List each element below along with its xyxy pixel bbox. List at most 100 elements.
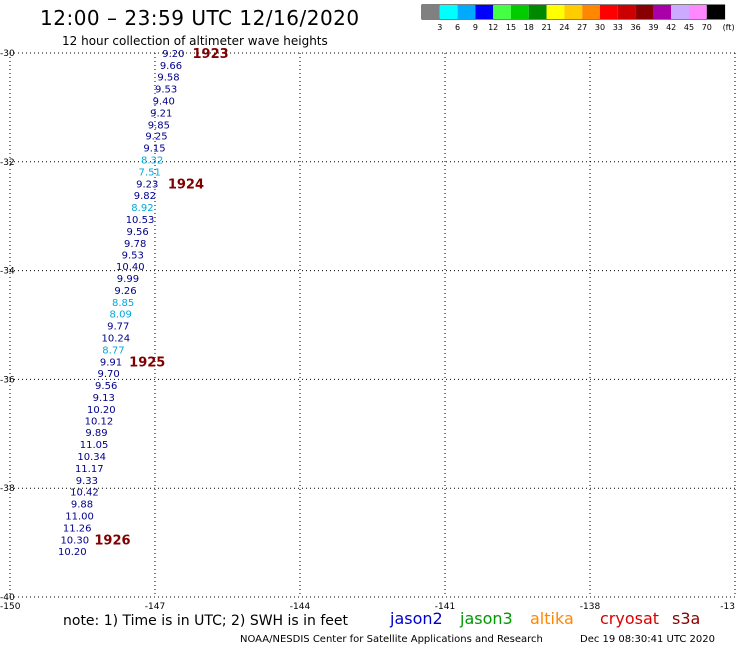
legend-swatch [706,5,725,19]
wave-height-label: 9.15 [143,144,165,155]
color-legend: 3 6 9 12 15 18 21 24 27 30 33 36 39 42 45 70 (ft) [421,4,735,32]
y-tick-label: -36 [0,375,15,385]
wave-height-label: 11.26 [63,523,92,534]
wave-height-label: 10.42 [70,487,99,498]
wave-height-label: 9.26 [114,286,136,297]
chart-title: 12:00 – 23:59 UTC 12/16/2020 [40,6,360,30]
legend-label: 24 [559,23,569,32]
wave-height-label: 9.99 [117,274,139,285]
legend-swatch [617,5,636,19]
legend-swatch [528,5,547,19]
legend-swatch [671,5,689,19]
axis-ticks: -150 -147 -144 -141 -138 -13 -30 -32 -34 -36 -38 -4… [0,49,735,612]
wave-height-label: 8.32 [141,156,163,167]
legend-swatch [653,5,672,19]
x-tick-label: -141 [435,602,455,612]
legend-label: 15 [506,23,516,32]
x-tick-label: -138 [580,602,601,612]
y-tick-label: -34 [0,267,15,277]
footer-credit: NOAA/NESDIS Center for Satellite Applica… [240,634,543,645]
wave-height-label: 7.51 [139,168,161,179]
legend-label: 42 [666,23,676,32]
y-tick-label: -30 [0,49,15,59]
legend-label: 3 [437,23,442,32]
wave-height-label: 9.85 [148,120,170,131]
legend-swatch [564,5,583,19]
wave-height-label: 9.33 [76,476,98,487]
legend-swatch [546,5,565,19]
wave-height-label: 10.24 [102,334,131,345]
wave-height-label: 9.13 [93,393,115,404]
wave-height-label: 10.34 [77,452,106,463]
wave-height-label: 9.89 [85,428,107,439]
legend-label: 36 [631,23,641,32]
wave-height-values: 9.209.669.589.539.409.219.859.259.158.32… [58,49,184,558]
x-tick-label: -13 [720,602,735,612]
legend-swatch [457,5,476,19]
wave-height-label: 9.53 [155,84,177,95]
legend-label: 30 [595,23,605,32]
wave-height-label: 8.09 [110,310,132,321]
wave-height-label: 9.91 [100,357,122,368]
cycle-number-label: 1924 [168,178,204,193]
wave-height-label: 10.20 [87,405,116,416]
cycle-number-label: 1926 [94,533,130,548]
wave-height-label: 10.30 [60,535,89,546]
wave-height-label: 9.82 [134,191,156,202]
legend-label: 39 [648,23,658,32]
y-tick-label: -32 [0,158,15,168]
legend-swatch [582,5,600,19]
legend-label: 12 [488,23,498,32]
chart-subtitle: 12 hour collection of altimeter wave hei… [62,34,328,48]
legend-swatch [493,5,511,19]
wave-height-label: 9.53 [122,250,144,261]
legend-label: 6 [455,23,460,32]
wave-height-label: 9.21 [150,108,172,119]
wave-height-label: 10.53 [126,215,155,226]
footer-timestamp: Dec 19 08:30:41 UTC 2020 [580,634,715,645]
legend-swatch [422,5,440,19]
y-tick-label: -40 [0,593,15,603]
wave-height-label: 9.70 [97,369,119,380]
cycle-labels: 1923 1924 1925 1926 [94,47,228,548]
wave-height-label: 9.66 [160,61,182,72]
satellite-s3a: s3a [672,609,701,628]
wave-height-label: 9.58 [157,72,179,83]
legend-swatch [511,5,529,19]
cycle-number-label: 1925 [129,355,165,370]
footer-note: note: 1) Time is in UTC; 2) SWH is in fe… [63,613,349,629]
y-tick-label: -38 [0,484,15,494]
legend-label: (ft) [723,23,735,32]
wave-height-label: 9.78 [124,239,146,250]
wave-height-label: 8.77 [102,345,124,356]
legend-swatch [689,5,707,19]
wave-height-label: 9.56 [126,227,148,238]
legend-label: 9 [473,23,478,32]
legend-swatch [439,5,458,19]
wave-height-label: 9.77 [107,322,129,333]
satellite-jason2: jason2 [390,609,443,628]
wave-height-label: 11.00 [65,511,94,522]
legend-label: 70 [702,23,712,32]
legend-label: 45 [684,23,694,32]
wave-height-label: 10.40 [116,262,145,273]
wave-height-label: 10.20 [58,547,87,558]
legend-label: 21 [542,23,552,32]
wave-height-label: 9.56 [95,381,117,392]
legend-label: 18 [524,23,534,32]
wave-height-label: 10.12 [85,417,114,428]
cycle-number-label: 1923 [192,47,228,62]
wave-height-label: 9.40 [153,96,175,107]
x-tick-label: -147 [145,602,165,612]
plot-grid [9,52,736,598]
satellite-jason3: jason3 [460,609,513,628]
x-tick-label: -150 [0,602,21,612]
wave-height-label: 9.88 [71,499,93,510]
satellite-altika: altika [530,609,574,628]
wave-height-label: 9.20 [162,49,184,60]
satellite-cryosat: cryosat [600,609,660,628]
legend-swatch [475,5,494,19]
x-tick-label: -144 [290,602,311,612]
wave-height-label: 9.23 [136,180,158,191]
legend-label: 33 [613,23,623,32]
